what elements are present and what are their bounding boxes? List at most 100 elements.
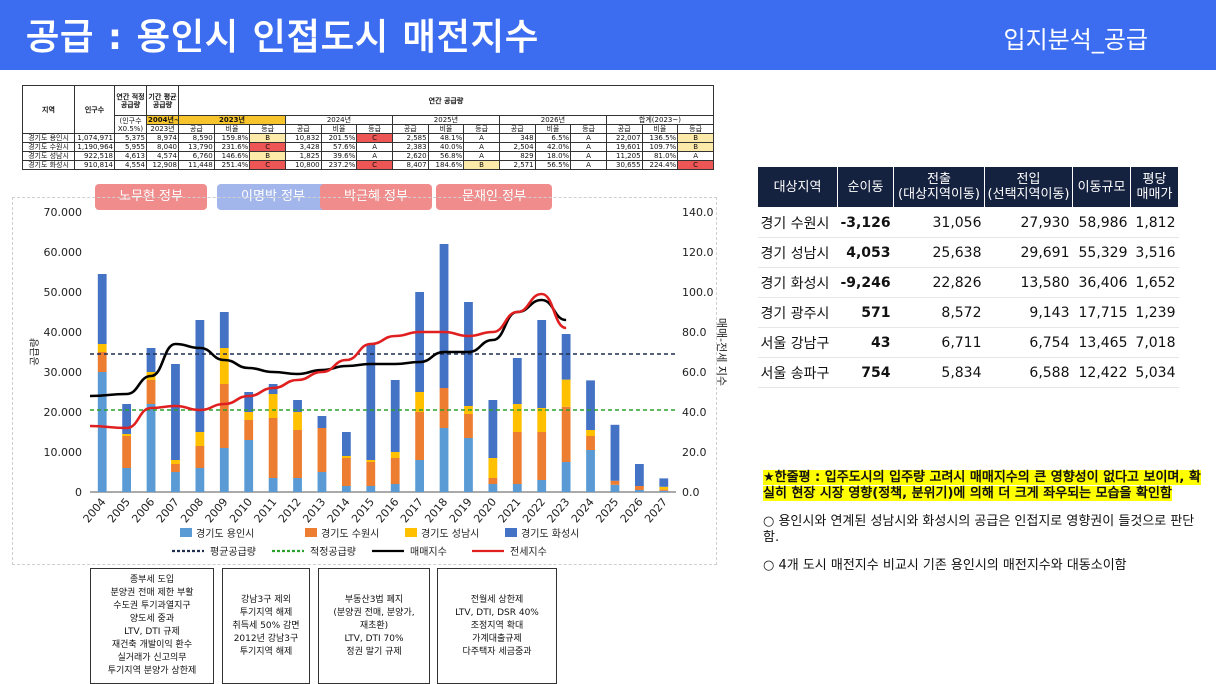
- legend-label: 적정공급량: [310, 546, 356, 558]
- bar-segment: [610, 484, 620, 492]
- bar-segment: [561, 334, 571, 380]
- bar-segment: [122, 468, 132, 492]
- bar-segment: [341, 432, 351, 456]
- bar-segment: [268, 418, 278, 478]
- migration-cell: 7,018: [1130, 327, 1179, 358]
- bar-segment: [195, 468, 205, 492]
- col-proper-header: 연간 적정 공급량: [114, 85, 147, 116]
- x-tick-label: 2006: [129, 496, 157, 526]
- migration-cell: 13,465: [1072, 327, 1131, 358]
- bar-segment: [659, 486, 669, 490]
- legend-label: 매매지수: [410, 546, 447, 558]
- y-tick-label: 0: [75, 486, 82, 499]
- migration-row: 경기 성남시 4,053 25,638 29,691 55,329 3,516: [757, 237, 1179, 268]
- bar-segment: [366, 486, 376, 492]
- policy-line: 투기지역 해제: [239, 607, 293, 618]
- bar-segment: [512, 484, 522, 492]
- x-tick-label: 2004: [81, 496, 109, 526]
- supply-row: 경기도 화성시 910,814 4,554 12,908 11,448 251.4% C 10…: [22, 160, 714, 170]
- policy-line: 다주택자 세금중과: [462, 646, 532, 657]
- bar-segment: [219, 448, 229, 492]
- y-tick-label: 60.000: [44, 246, 83, 259]
- bar-segment: [561, 379, 571, 407]
- index-line: [89, 292, 567, 430]
- bar-segment: [219, 348, 229, 384]
- policy-line: 부동산3법 폐지: [344, 594, 404, 605]
- bar-segment: [293, 430, 302, 478]
- page-title: 공급 : 용인시 인접도시 매전지수: [26, 17, 540, 58]
- policy-line: LTV, DTI 70%: [344, 633, 404, 644]
- policy-line: 가계대출규제: [472, 633, 522, 644]
- bar-segment: [366, 344, 376, 460]
- x-tick-label: 2014: [325, 496, 353, 526]
- x-tick-label: 2011: [251, 496, 279, 526]
- bar-segment: [537, 320, 547, 408]
- bar-segment: [366, 460, 376, 462]
- x-tick-label: 2015: [349, 496, 377, 526]
- migration-cell: 경기 광주시: [757, 297, 838, 328]
- bar-segment: [390, 380, 400, 452]
- bar-segment: [219, 312, 229, 348]
- bar-segment: [146, 348, 156, 372]
- migration-row: 경기 광주시 571 8,572 9,143 17,715 1,239: [757, 297, 1179, 328]
- policy-line: 강남3구 제외: [241, 594, 291, 605]
- migration-cell: 43: [837, 327, 894, 358]
- x-tick-label: 2025: [593, 496, 621, 526]
- x-tick-label: 2023: [544, 496, 572, 526]
- supply-row: 경기도 성남시 922,518 4,613 4,574 6,760 146.6% B 1,82…: [22, 151, 714, 161]
- policy-line: 실거래가 신고의무: [117, 653, 187, 663]
- bar-segment: [268, 394, 278, 418]
- bar-segment: [488, 400, 498, 458]
- migration-cell: 55,329: [1072, 237, 1131, 268]
- bar-segment: [293, 400, 302, 412]
- migration-cell: 13,580: [984, 267, 1073, 298]
- bar-segment: [195, 432, 205, 446]
- migration-cell: 17,715: [1072, 297, 1131, 328]
- migration-header: 이동규모: [1072, 166, 1131, 208]
- migration-row: 서울 강남구 43 6,711 6,754 13,465 7,018: [757, 327, 1179, 358]
- y-tick-label: 20.000: [44, 406, 83, 419]
- bar-segment: [244, 420, 254, 440]
- bar-segment: [488, 458, 498, 478]
- summary-highlight: ★한줄평 : 입주도시의 입주량 고려시 매매지수의 큰 영향성이 없다고 보이…: [763, 470, 1201, 501]
- bar-segment: [268, 478, 278, 492]
- bar-segment: [366, 462, 376, 486]
- y2-tick-label: 120.0: [682, 246, 714, 259]
- summary-notes: ★한줄평 : 입주도시의 입주량 고려시 매매지수의 큰 영향성이 없다고 보이…: [763, 470, 1203, 574]
- migration-header: 전출 (대상지역이동): [893, 166, 985, 208]
- bar-segment: [586, 450, 595, 492]
- x-tick-label: 2022: [520, 496, 548, 526]
- y-axis-label: 공급량: [29, 338, 41, 366]
- bar-segment: [439, 244, 449, 388]
- bar-segment: [659, 478, 669, 487]
- bar-segment: [171, 472, 180, 492]
- y-tick-label: 10.000: [44, 446, 83, 459]
- migration-header: 전입 (선택지역이동): [984, 166, 1073, 208]
- bar-segment: [659, 489, 669, 491]
- bar-segment: [97, 274, 107, 344]
- bar-segment: [586, 380, 595, 430]
- migration-cell: 4,053: [837, 237, 894, 268]
- bar-segment: [439, 428, 449, 492]
- bar-segment: [610, 424, 620, 481]
- bar-segment: [341, 458, 351, 486]
- bar-segment: [317, 428, 327, 472]
- supply-cell: C: [677, 160, 714, 170]
- migration-cell: 571: [837, 297, 894, 328]
- bar-segment: [488, 484, 498, 492]
- bar-segment: [341, 456, 351, 458]
- supply-cell: 12,908: [146, 160, 179, 170]
- policy-line: 정권 말기 규제: [346, 646, 402, 657]
- bar-segment: [415, 392, 425, 412]
- bar-segment: [415, 412, 425, 460]
- migration-cell: -9,246: [837, 267, 894, 298]
- bar-segment: [634, 464, 644, 486]
- y2-tick-label: 0.0: [682, 486, 700, 499]
- legend-swatch: [180, 528, 192, 537]
- bar-segment: [390, 484, 400, 492]
- policy-line: 2012년 강남3구: [233, 633, 299, 644]
- note-item: ○ 4개 도시 매전지수 비교시 기존 용인시의 매전지수와 대동소이함: [763, 558, 1127, 573]
- bar-segment: [488, 478, 498, 484]
- legend-label: 전세지수: [510, 546, 547, 558]
- migration-row: 경기 화성시 -9,246 22,826 13,580 36,406 1,652: [757, 267, 1179, 298]
